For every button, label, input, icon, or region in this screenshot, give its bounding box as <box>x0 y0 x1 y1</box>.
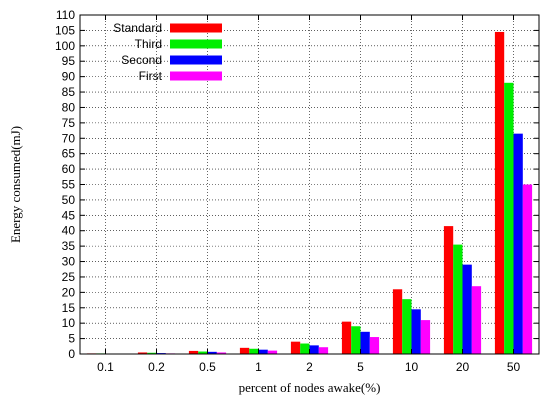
bar-second-5 <box>360 331 370 354</box>
y-tick-label: 95 <box>62 54 76 68</box>
legend-label: Standard <box>113 21 162 35</box>
x-tick-label: 5 <box>357 360 364 374</box>
x-tick-label: 0.5 <box>199 360 216 374</box>
bar-third-1 <box>249 348 259 354</box>
x-tick-label: 0.1 <box>97 360 114 374</box>
legend-swatch <box>170 55 222 65</box>
y-tick-label: 55 <box>62 178 76 192</box>
bar-marks <box>86 31 533 355</box>
bar-standard-0.5 <box>188 350 199 354</box>
y-tick-label: 35 <box>62 239 76 253</box>
y-tick-label: 105 <box>55 23 75 37</box>
bar-standard-50 <box>494 31 505 354</box>
y-tick-label: 80 <box>62 100 76 114</box>
bar-second-0.5 <box>207 351 217 354</box>
bar-standard-0.2 <box>137 352 148 354</box>
bar-first-1 <box>267 350 278 354</box>
bar-third-2 <box>300 343 310 354</box>
y-tick-label: 10 <box>62 316 76 330</box>
bar-standard-5 <box>341 321 352 354</box>
y-tick-label: 85 <box>62 85 76 99</box>
x-tick-label: 50 <box>507 360 521 374</box>
bar-first-10 <box>420 320 431 354</box>
y-tick-label: 75 <box>62 116 76 130</box>
y-tick-label: 100 <box>55 39 75 53</box>
legend-label: First <box>139 69 163 83</box>
bar-first-2 <box>318 347 329 354</box>
y-tick-label: 110 <box>56 8 75 22</box>
legend-label: Second <box>121 53 162 67</box>
bar-third-10 <box>402 299 412 354</box>
axis-ticks: 0510152025303540455055606570758085909510… <box>55 8 539 374</box>
y-tick-label: 0 <box>68 347 75 361</box>
bar-second-2 <box>309 345 319 354</box>
bar-third-5 <box>351 326 361 354</box>
bar-second-1 <box>258 349 268 354</box>
y-tick-label: 90 <box>62 70 76 84</box>
bar-third-50 <box>504 82 514 355</box>
y-tick-label: 30 <box>62 255 76 269</box>
bar-first-5 <box>369 337 380 354</box>
bar-first-50 <box>522 184 533 354</box>
legend: Standard Third Second First <box>113 21 222 83</box>
bar-second-50 <box>513 133 523 354</box>
y-axis-title: Energy consumed(mJ) <box>8 126 23 243</box>
bar-standard-20 <box>443 226 454 354</box>
legend-label: Third <box>135 37 162 51</box>
bar-third-20 <box>453 244 463 354</box>
x-tick-label: 1 <box>255 360 262 374</box>
x-tick-label: 10 <box>405 360 419 374</box>
y-tick-label: 70 <box>62 131 76 145</box>
y-tick-label: 15 <box>62 301 76 315</box>
legend-swatch <box>170 23 222 33</box>
bar-first-20 <box>471 286 482 354</box>
y-tick-label: 50 <box>62 193 76 207</box>
bar-standard-2 <box>290 341 301 354</box>
bar-third-0.5 <box>198 351 208 354</box>
bar-standard-10 <box>392 289 403 354</box>
y-tick-label: 45 <box>62 208 76 222</box>
y-tick-label: 5 <box>68 332 75 346</box>
legend-swatch <box>170 71 222 81</box>
x-tick-label: 0.2 <box>148 360 165 374</box>
bar-standard-1 <box>239 347 250 354</box>
y-tick-label: 25 <box>62 270 76 284</box>
x-tick-label: 2 <box>306 360 313 374</box>
x-tick-label: 20 <box>456 360 470 374</box>
bar-third-0.2 <box>147 352 157 354</box>
legend-swatch <box>170 39 222 49</box>
y-tick-label: 40 <box>62 224 76 238</box>
y-tick-label: 60 <box>62 162 76 176</box>
x-axis-title: percent of nodes awake(%) <box>239 380 381 395</box>
bar-second-20 <box>462 264 472 354</box>
y-tick-label: 65 <box>62 147 76 161</box>
bar-second-10 <box>411 309 421 354</box>
bar-first-0.5 <box>216 352 227 354</box>
y-tick-label: 20 <box>62 285 76 299</box>
